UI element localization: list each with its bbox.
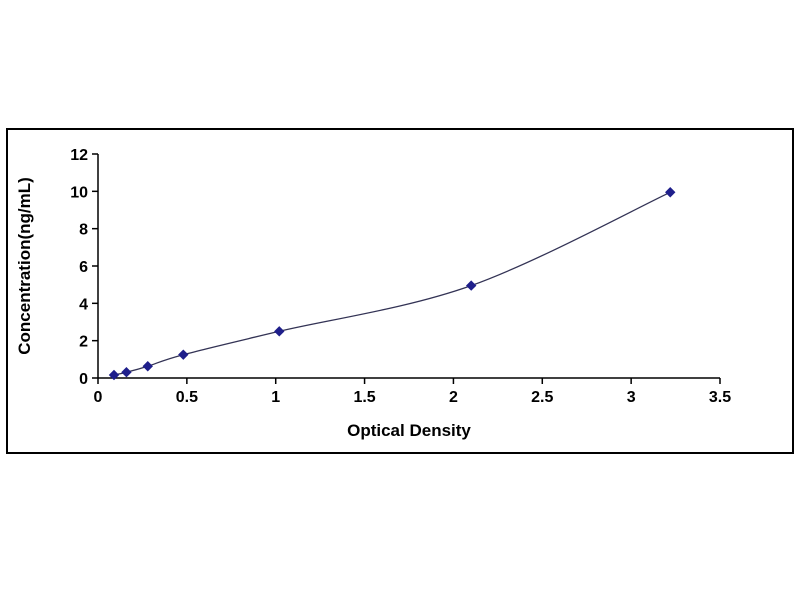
plot-area: 0 0.5 1 1.5 2 2.5 3 3.5 0 2 4 6 8 10 12 [70, 147, 731, 406]
y-axis-label: Concentration(ng/mL) [15, 177, 34, 355]
x-axis-label: Optical Density [347, 421, 471, 440]
data-point [121, 367, 132, 378]
x-tick-label: 1 [271, 389, 280, 406]
x-tick-label: 0 [94, 389, 103, 406]
x-tick-label: 0.5 [176, 389, 198, 406]
data-point [108, 369, 120, 381]
x-tick-label: 3.5 [709, 389, 731, 406]
standard-curve-chart: 0 0.5 1 1.5 2 2.5 3 3.5 0 2 4 6 8 10 12 Optical Densit… [6, 128, 794, 454]
y-tick-label: 10 [70, 184, 88, 201]
data-point [465, 280, 477, 291]
y-tick-label: 4 [79, 296, 88, 313]
data-point [178, 349, 189, 360]
x-tick-label: 2.5 [531, 389, 553, 406]
y-tick-label: 12 [70, 147, 88, 164]
x-tick-label: 2 [449, 389, 458, 406]
y-tick-label: 0 [79, 371, 88, 388]
curve-line [113, 191, 671, 376]
y-tick-label: 8 [79, 222, 88, 239]
data-point [142, 361, 153, 372]
x-tick-label: 1.5 [353, 389, 375, 406]
chart-canvas: 0 0.5 1 1.5 2 2.5 3 3.5 0 2 4 6 8 10 12 Optical Densit… [15, 147, 731, 440]
x-tick-label: 3 [627, 389, 636, 406]
data-point [274, 326, 285, 337]
y-tick-label: 6 [79, 259, 88, 276]
data-point [665, 187, 676, 198]
y-tick-label: 2 [79, 334, 88, 351]
